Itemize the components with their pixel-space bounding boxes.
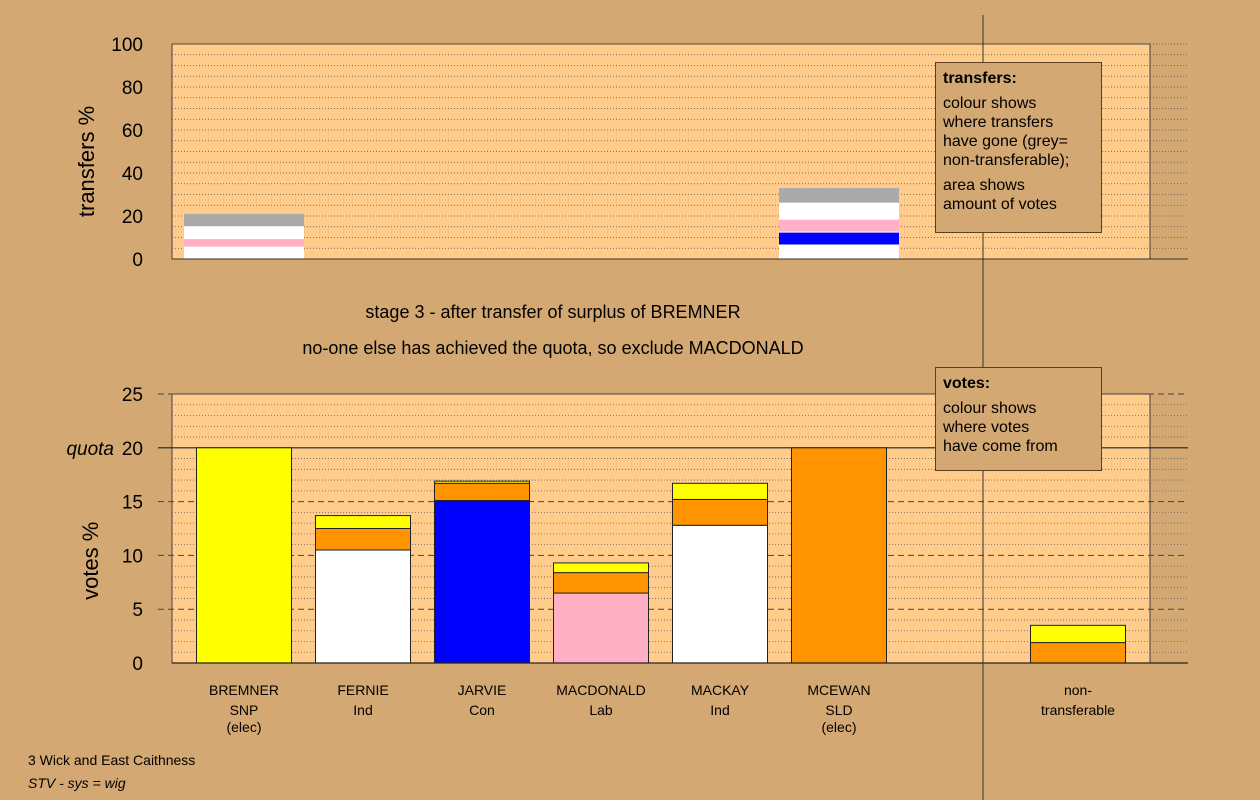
candidate-party-label: Ind <box>353 702 372 718</box>
candidate-status-label: (elec) <box>226 719 261 735</box>
candidate-name-label: BREMNER <box>209 682 279 698</box>
transfers-y-tick-label: 0 <box>132 250 143 271</box>
transfers-legend-line: where transfers <box>943 114 1054 131</box>
transfers-y-tick-label: 20 <box>122 207 143 228</box>
transfers-legend-line: have gone (grey= <box>943 133 1068 150</box>
votes-legend-heading: votes: <box>943 375 991 392</box>
nontransferable-label: transferable <box>1041 702 1115 718</box>
votes-legend-line: have come from <box>943 438 1058 455</box>
candidate-bar-segment <box>315 515 411 530</box>
candidate-bar-segment <box>315 528 411 551</box>
transfer-segment <box>779 188 899 204</box>
transfer-segment <box>779 232 899 246</box>
candidate-bar-segment <box>672 524 768 664</box>
nontransferable-bar-segment <box>1030 624 1126 644</box>
candidate-party-label: SNP <box>230 702 259 718</box>
votes-y-tick-label: 10 <box>122 546 143 567</box>
candidate-name-label: JARVIE <box>458 682 507 698</box>
votes-y-tick-label: 25 <box>122 385 143 406</box>
transfers-legend-line: area shows <box>943 177 1025 194</box>
votes-y-tick-label: 0 <box>132 654 143 675</box>
votes-legend-line: where votes <box>943 419 1030 436</box>
candidate-name-label: MCEWAN <box>807 682 870 698</box>
votes-y-tick-label: 5 <box>132 600 143 621</box>
transfers-y-tick-label: 40 <box>122 164 143 185</box>
votes-y-axis-label: votes % <box>78 522 103 600</box>
candidate-bar-segment <box>434 500 530 664</box>
votes-legend-box: votes: colour shows where votes have com… <box>935 367 1102 471</box>
transfers-legend-line: colour shows <box>943 95 1037 112</box>
transfer-segment <box>779 245 899 259</box>
footer-system: STV - sys = wig <box>28 775 126 791</box>
candidate-status-label: (elec) <box>821 719 856 735</box>
transfers-y-tick-label: 100 <box>111 35 143 56</box>
candidate-bar-segment <box>315 549 411 664</box>
transfers-y-tick-label: 80 <box>122 78 143 99</box>
candidate-bar-segment <box>434 482 530 502</box>
transfer-segment <box>779 219 899 233</box>
transfer-segment <box>184 247 304 259</box>
transfers-legend-box: transfers: colour shows where transfers … <box>935 62 1102 233</box>
candidate-name-label: MACDONALD <box>556 682 645 698</box>
transfer-segment <box>184 238 304 248</box>
transfer-segment <box>184 213 304 227</box>
candidate-party-label: SLD <box>825 702 852 718</box>
candidate-bar-segment <box>553 562 649 574</box>
stage-title: stage 3 - after transfer of surplus of B… <box>365 302 740 322</box>
candidate-party-label: Lab <box>589 702 613 718</box>
candidate-bar-segment <box>553 592 649 664</box>
transfers-y-tick-label: 60 <box>122 121 143 142</box>
transfers-legend-line: amount of votes <box>943 196 1057 213</box>
votes-y-tick-label: 15 <box>122 493 143 514</box>
candidate-bar-segment <box>791 447 887 664</box>
transfer-segment <box>779 203 899 220</box>
transfers-legend-heading: transfers: <box>943 70 1017 87</box>
candidate-bar-segment <box>434 480 530 484</box>
candidate-bar-segment <box>672 498 768 526</box>
candidate-name-label: FERNIE <box>337 682 388 698</box>
nontransferable-bar-segment <box>1030 642 1126 664</box>
transfer-segment <box>184 226 304 239</box>
candidate-bar-segment <box>553 572 649 594</box>
candidate-bar-segment <box>196 447 292 664</box>
candidate-bar-segment <box>672 482 768 500</box>
candidate-party-label: Ind <box>710 702 729 718</box>
nontransferable-label: non- <box>1064 682 1092 698</box>
candidate-name-label: MACKAY <box>691 682 750 698</box>
stage-note: no-one else has achieved the quota, so e… <box>302 338 803 358</box>
transfers-y-axis-label: transfers % <box>74 106 99 217</box>
votes-y-tick-label: 20 <box>122 439 143 460</box>
votes-legend-line: colour shows <box>943 400 1037 417</box>
quota-label: quota <box>66 439 114 460</box>
transfers-legend-line: non-transferable); <box>943 152 1070 169</box>
footer-ward: 3 Wick and East Caithness <box>28 752 196 768</box>
candidate-party-label: Con <box>469 702 495 718</box>
